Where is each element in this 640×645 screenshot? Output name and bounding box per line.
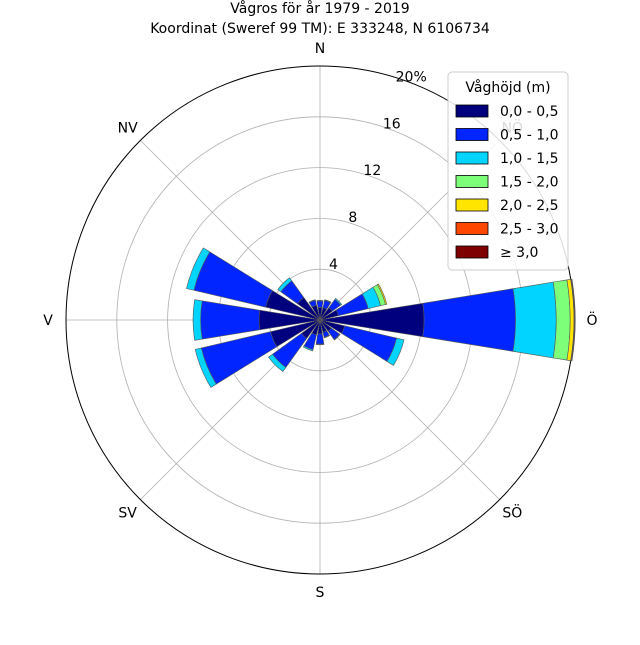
sector-bar bbox=[194, 347, 217, 388]
direction-label: V bbox=[43, 313, 53, 329]
sector-bar bbox=[376, 283, 388, 305]
legend-swatch bbox=[455, 151, 489, 165]
legend-swatch bbox=[455, 104, 489, 118]
radial-tick-label: 12 bbox=[363, 163, 381, 179]
sector-bar bbox=[315, 343, 325, 346]
sector-bar bbox=[186, 247, 211, 291]
legend-swatch bbox=[455, 245, 489, 259]
direction-label: Ö bbox=[586, 311, 597, 329]
direction-label: SV bbox=[118, 505, 137, 521]
legend-title: Våghöjd (m) bbox=[465, 79, 550, 96]
sector-bar bbox=[192, 299, 203, 341]
sector-bar bbox=[333, 333, 341, 341]
sector-bar bbox=[334, 297, 343, 306]
radial-tick-label: 8 bbox=[348, 210, 357, 226]
chart-subtitle: Koordinat (Sweref 99 TM): E 333248, N 61… bbox=[150, 21, 490, 37]
sector-bar bbox=[308, 299, 316, 304]
direction-label: S bbox=[316, 585, 325, 601]
sector-bar bbox=[316, 300, 324, 308]
sector-bar bbox=[570, 278, 576, 362]
sector-bar bbox=[324, 299, 332, 304]
sector-bar bbox=[302, 345, 314, 352]
legend-swatch bbox=[455, 128, 489, 141]
legend-swatch bbox=[455, 222, 489, 235]
sector-bar bbox=[512, 281, 557, 359]
legend-label: 0,5 - 1,0 bbox=[500, 128, 558, 144]
legend-swatch bbox=[455, 198, 489, 212]
direction-label: N bbox=[315, 41, 325, 57]
sector-bar bbox=[315, 333, 325, 345]
radial-tick-label: 4 bbox=[329, 257, 338, 273]
sector-bar bbox=[277, 277, 293, 293]
legend-label: ≥ 3,0 bbox=[500, 245, 538, 261]
legend-frame bbox=[447, 71, 569, 271]
legend-label: 1,5 - 2,0 bbox=[500, 175, 558, 191]
radial-tick-labels: 4 8 12 16 20% bbox=[329, 69, 427, 273]
legend-label: 2,5 - 3,0 bbox=[500, 222, 558, 238]
sector-bar bbox=[323, 334, 331, 339]
sector-bar bbox=[200, 300, 261, 340]
direction-label: NV bbox=[118, 121, 138, 137]
sector-bar bbox=[316, 300, 324, 302]
direction-label: SÖ bbox=[502, 503, 522, 521]
sector-bar bbox=[422, 288, 516, 352]
legend-label: 1,0 - 1,5 bbox=[500, 151, 558, 167]
grid-spoke bbox=[319, 319, 500, 500]
legend-items: 0,0 - 0,5 0,5 - 1,0 1,0 - 1,5 1,5 - 2,0 2,0 … bbox=[455, 104, 558, 261]
sector-bars bbox=[186, 247, 576, 388]
legend: Våghöjd (m) 0,0 - 0,5 0,5 - 1,0 1,0 - 1,5 1… bbox=[447, 71, 569, 271]
sector-bar bbox=[386, 337, 405, 366]
legend-label: 2,0 - 2,5 bbox=[500, 198, 558, 214]
legend-swatch bbox=[455, 175, 489, 188]
legend-label: 0,0 - 0,5 bbox=[500, 104, 558, 120]
chart-title: Vågros för år 1979 - 2019 bbox=[230, 0, 409, 17]
sector-bar bbox=[200, 331, 278, 385]
radial-tick-label: 16 bbox=[383, 116, 401, 132]
sector-bar bbox=[268, 353, 287, 372]
radial-tick-label: 20% bbox=[396, 69, 427, 85]
